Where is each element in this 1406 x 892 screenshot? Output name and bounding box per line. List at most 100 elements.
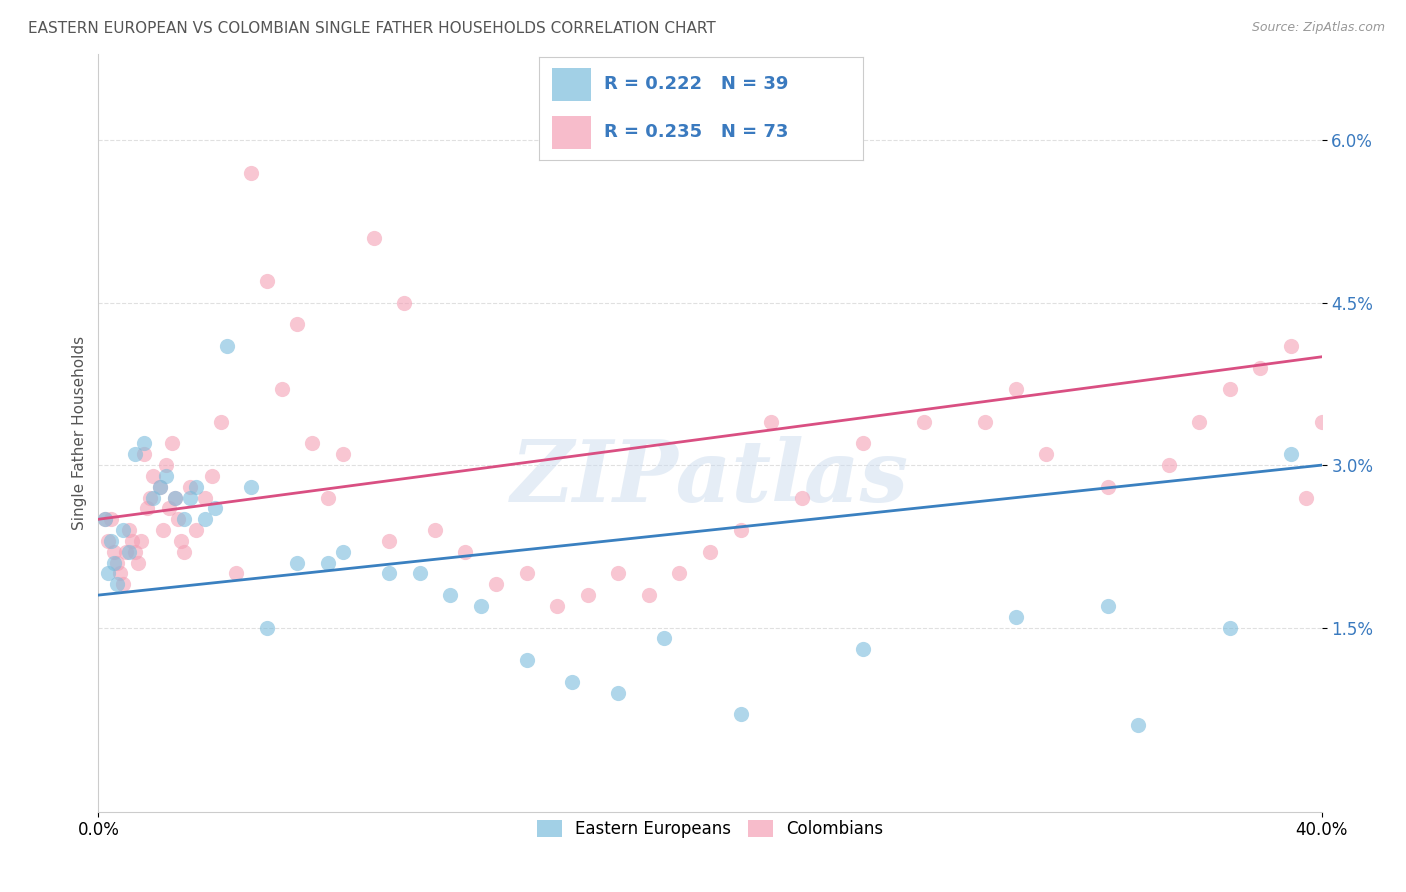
Point	[316, 491, 339, 505]
Point	[852, 436, 875, 450]
Point	[155, 458, 177, 472]
Point	[974, 415, 997, 429]
Point	[173, 545, 195, 559]
Point	[111, 577, 134, 591]
Point	[285, 556, 308, 570]
Point	[1157, 458, 1180, 472]
Point	[1188, 415, 1211, 429]
Point	[115, 545, 138, 559]
Point	[607, 685, 630, 699]
Point	[1004, 382, 1026, 396]
Point	[124, 545, 146, 559]
Point	[215, 339, 238, 353]
Point	[152, 523, 174, 537]
Point	[761, 415, 783, 429]
Point	[1402, 415, 1406, 429]
Point	[124, 447, 146, 461]
Point	[170, 533, 193, 548]
Legend: Eastern Europeans, Colombians: Eastern Europeans, Colombians	[530, 814, 890, 845]
Point	[200, 469, 222, 483]
Point	[652, 632, 675, 646]
Point	[256, 274, 278, 288]
Point	[576, 588, 599, 602]
Point	[1341, 415, 1364, 429]
Point	[316, 556, 339, 570]
Point	[105, 577, 128, 591]
Point	[730, 707, 752, 722]
Point	[155, 469, 177, 483]
Point	[1372, 415, 1395, 429]
Point	[129, 533, 152, 548]
Point	[485, 577, 508, 591]
Point	[186, 523, 208, 537]
Point	[561, 674, 583, 689]
Point	[912, 415, 935, 429]
Point	[186, 480, 208, 494]
Point	[97, 566, 120, 581]
Point	[1097, 599, 1119, 613]
Point	[607, 566, 630, 581]
Point	[1004, 609, 1026, 624]
Point	[142, 491, 165, 505]
Point	[270, 382, 294, 396]
Point	[454, 545, 477, 559]
Point	[378, 566, 401, 581]
Point	[240, 166, 263, 180]
Point	[1310, 415, 1333, 429]
Point	[149, 480, 172, 494]
Point	[699, 545, 721, 559]
Point	[103, 545, 125, 559]
Point	[439, 588, 461, 602]
Point	[363, 230, 385, 244]
Point	[134, 436, 156, 450]
Point	[118, 523, 141, 537]
Point	[105, 556, 128, 570]
Point	[142, 469, 165, 483]
Point	[332, 545, 354, 559]
Point	[134, 447, 156, 461]
Point	[392, 295, 416, 310]
Point	[93, 512, 115, 526]
Point	[121, 533, 143, 548]
Point	[179, 480, 201, 494]
Point	[516, 566, 538, 581]
Text: EASTERN EUROPEAN VS COLOMBIAN SINGLE FATHER HOUSEHOLDS CORRELATION CHART: EASTERN EUROPEAN VS COLOMBIAN SINGLE FAT…	[28, 21, 716, 37]
Point	[111, 523, 134, 537]
Point	[179, 491, 201, 505]
Point	[408, 566, 430, 581]
Point	[163, 491, 186, 505]
Text: Source: ZipAtlas.com: Source: ZipAtlas.com	[1251, 21, 1385, 35]
Point	[332, 447, 354, 461]
Point	[194, 491, 217, 505]
Point	[256, 621, 278, 635]
Point	[93, 512, 115, 526]
Point	[204, 501, 226, 516]
Point	[157, 501, 180, 516]
Point	[118, 545, 141, 559]
Point	[285, 318, 308, 332]
Point	[100, 533, 122, 548]
Point	[301, 436, 323, 450]
Point	[139, 491, 162, 505]
Point	[225, 566, 247, 581]
Point	[173, 512, 195, 526]
Point	[378, 533, 401, 548]
Y-axis label: Single Father Households: Single Father Households	[72, 335, 87, 530]
Point	[108, 566, 131, 581]
Point	[103, 556, 125, 570]
Point	[194, 512, 217, 526]
Point	[100, 512, 122, 526]
Point	[790, 491, 813, 505]
Point	[149, 480, 172, 494]
Point	[97, 533, 120, 548]
Point	[516, 653, 538, 667]
Point	[167, 512, 190, 526]
Point	[1128, 718, 1150, 732]
Point	[1279, 339, 1302, 353]
Point	[730, 523, 752, 537]
Point	[423, 523, 446, 537]
Point	[136, 501, 159, 516]
Point	[668, 566, 690, 581]
Point	[637, 588, 661, 602]
Point	[1035, 447, 1057, 461]
